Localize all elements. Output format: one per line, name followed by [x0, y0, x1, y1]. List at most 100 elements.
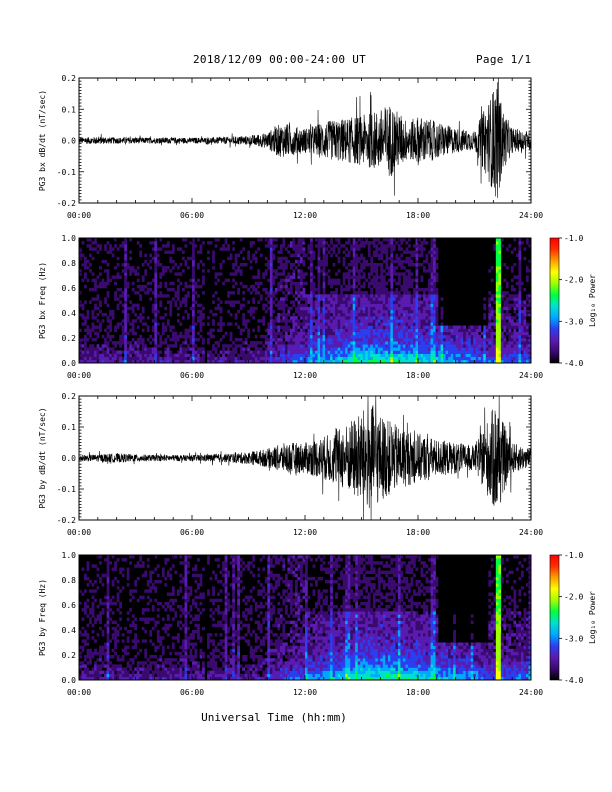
- spectrogram-cell: [505, 316, 509, 320]
- spectrogram-cell: [335, 325, 338, 329]
- spectrogram-cell: [493, 325, 497, 329]
- spectrogram-cell: [315, 300, 318, 304]
- spectrogram-cell: [357, 272, 361, 276]
- spectrogram-cell: [315, 266, 318, 270]
- spectrogram-cell: [433, 331, 436, 336]
- spectrogram-cell: [277, 259, 281, 264]
- spectrogram-cell: [124, 250, 128, 254]
- spectrogram-cell: [144, 670, 148, 675]
- spectrogram-cell: [498, 238, 502, 242]
- spectrogram-cell: [227, 278, 230, 283]
- spectrogram-cell: [242, 341, 246, 345]
- spectrogram-cell: [184, 259, 188, 264]
- spectrogram-cell: [420, 278, 424, 283]
- spectrogram-cell: [84, 350, 87, 354]
- spectrogram-cell: [174, 356, 178, 361]
- spectrogram-cell: [156, 601, 160, 606]
- spectrogram-cell: [96, 614, 100, 618]
- spectrogram-cell: [360, 313, 364, 317]
- spectrogram-cell: [106, 580, 110, 584]
- spectrogram-cell: [505, 313, 509, 317]
- spectrogram-cell: [269, 338, 273, 342]
- spectrogram-cell: [262, 306, 266, 311]
- spectrogram-cell: [463, 325, 467, 329]
- spectrogram-cell: [305, 253, 308, 258]
- spectrogram-cell: [385, 294, 389, 298]
- spectrogram-cell: [382, 313, 386, 317]
- spectrogram-cell: [274, 316, 278, 320]
- spectrogram-cell: [192, 297, 195, 301]
- spectrogram-cell: [99, 601, 102, 606]
- spectrogram-cell: [131, 328, 135, 333]
- spectrogram-cell: [156, 614, 160, 618]
- y-tick-label: 0.0: [62, 454, 77, 463]
- spectrogram-cell: [410, 309, 414, 314]
- spectrogram-cell: [106, 651, 110, 656]
- spectrogram-cell: [81, 344, 85, 348]
- spectrogram-cell: [307, 266, 311, 270]
- spectrogram-cell: [435, 347, 439, 351]
- spectrogram-cell: [109, 598, 112, 603]
- spectrogram-cell: [239, 347, 243, 351]
- spectrogram-cell: [407, 284, 411, 289]
- spectrogram-cell: [139, 564, 143, 568]
- spectrogram-cell: [420, 334, 424, 339]
- spectrogram-cell: [131, 269, 135, 273]
- spectrogram-cell: [267, 266, 271, 270]
- spectrogram-cell: [337, 347, 341, 351]
- spectrogram-cell: [262, 359, 266, 364]
- spectrogram-cell: [310, 344, 313, 348]
- spectrogram-cell: [287, 244, 291, 248]
- spectrogram-cell: [144, 589, 148, 593]
- spectrogram-cell: [104, 284, 107, 289]
- spectrogram-cell: [370, 259, 374, 264]
- spectrogram-cell: [377, 350, 381, 354]
- spectrogram-cell: [262, 316, 266, 320]
- spectrogram-cell: [430, 263, 434, 267]
- spectrogram-cell: [94, 564, 97, 568]
- spectrogram-cell: [407, 272, 411, 276]
- spectrogram-cell: [197, 338, 200, 342]
- spectrogram-cell: [458, 341, 461, 345]
- spectrogram-cell: [179, 272, 183, 276]
- spectrogram-cell: [284, 331, 288, 336]
- spectrogram-cell: [525, 356, 529, 361]
- spectrogram-cell: [415, 256, 419, 261]
- spectrogram-cell: [287, 344, 291, 348]
- spectrogram-cell: [134, 667, 138, 671]
- spectrogram-cell: [274, 244, 278, 248]
- spectrogram-cell: [387, 306, 391, 311]
- spectrogram-cell: [156, 673, 160, 678]
- spectrogram-cell: [229, 356, 233, 361]
- spectrogram-cell: [169, 281, 173, 286]
- spectrogram-cell: [154, 309, 158, 314]
- spectrogram-cell: [515, 331, 519, 336]
- spectrogram-cell: [305, 338, 308, 342]
- spectrogram-cell: [154, 244, 158, 248]
- spectrogram-cell: [284, 356, 288, 361]
- spectrogram-cell: [375, 288, 379, 292]
- spectrogram-cell: [116, 356, 120, 361]
- spectrogram-cell: [365, 297, 369, 301]
- spectrogram-cell: [284, 344, 288, 348]
- spectrogram-cell: [282, 291, 286, 295]
- spectrogram-cell: [498, 281, 502, 286]
- spectrogram-cell: [272, 275, 276, 279]
- spectrogram-cell: [392, 269, 396, 273]
- spectrogram-cell: [340, 300, 343, 304]
- spectrogram-cell: [179, 347, 183, 351]
- spectrogram-cell: [395, 281, 399, 286]
- spectrogram-cell: [425, 350, 429, 354]
- spectrogram-cell: [317, 272, 321, 276]
- spectrogram-cell: [332, 334, 336, 339]
- spectrogram-cell: [114, 576, 117, 581]
- spectrogram-cell: [458, 353, 461, 358]
- spectrogram-cell: [387, 331, 391, 336]
- spectrogram-cell: [279, 263, 283, 267]
- spectrogram-cell: [124, 297, 128, 301]
- spectrogram-cell: [367, 331, 371, 336]
- spectrogram-cell: [169, 269, 173, 273]
- spectrogram-cell: [116, 247, 120, 251]
- spectrogram-cell: [370, 328, 374, 333]
- spectrogram-cell: [116, 670, 120, 675]
